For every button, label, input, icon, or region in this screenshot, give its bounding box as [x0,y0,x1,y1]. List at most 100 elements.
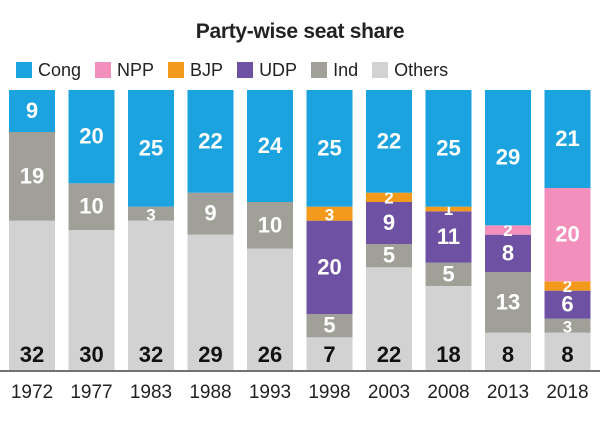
bar-segment-ind-1998 [306,314,353,338]
x-tick-label-2013: 2013 [487,382,529,403]
x-tick-label-1972: 1972 [11,382,53,403]
bar-segment-ind-2018 [544,318,591,333]
bar-segment-cong-1972 [9,90,55,132]
bar-segment-cong-1993 [247,90,293,202]
data-label-cong-1988: 22 [198,128,222,153]
data-label-others-1972: 32 [20,342,44,367]
data-label-cong-2008: 25 [436,135,460,160]
bar-segment-ind-2013 [485,272,531,333]
data-label-bjp-2008: 1 [444,200,453,219]
legend-label-npp: NPP [117,59,155,80]
data-label-ind-1972: 19 [20,163,44,188]
bar-segment-others-2018 [544,332,591,370]
data-label-others-2018: 8 [561,342,573,367]
data-label-ind-1998: 5 [323,313,335,338]
data-label-ind-1988: 9 [204,201,216,226]
legend-item-npp: NPP [95,60,154,81]
data-label-ind-1977: 10 [79,194,103,219]
bar-segment-others-2008 [425,286,472,370]
bar-segment-ind-1988 [187,192,234,235]
legend-swatch-ind [311,62,328,78]
data-label-others-2003: 22 [377,342,401,367]
data-label-others-1993: 26 [258,342,282,367]
bar-segment-cong-1977 [68,90,115,184]
data-label-ind-2018: 3 [563,318,572,337]
bar-segment-udp-2013 [485,234,531,272]
legend-item-cong: Cong [16,60,81,81]
data-label-cong-1972: 9 [26,98,38,123]
data-label-udp-2008: 11 [437,224,460,249]
bar-segment-cong-2013 [485,90,531,226]
data-label-npp-2018: 20 [555,222,579,247]
data-label-udp-1998: 20 [317,254,341,279]
x-tick-label-1993: 1993 [249,382,291,403]
data-label-cong-1993: 24 [258,133,283,158]
data-label-others-1988: 29 [198,342,222,367]
data-label-cong-2013: 29 [496,145,520,170]
data-label-others-1998: 7 [323,342,335,367]
legend-swatch-bjp [168,62,185,78]
data-label-ind-1993: 10 [258,212,282,237]
bar-segment-bjp-2003 [366,192,412,202]
bar-segment-others-2013 [485,332,531,370]
legend-label-bjp: BJP [190,59,224,80]
bar-segment-ind-1977 [68,183,115,230]
data-label-bjp-1998: 3 [325,206,334,225]
bar-segment-others-1988 [187,234,234,370]
legend-label-cong: Cong [38,59,82,80]
bar-segment-ind-1972 [9,132,55,221]
data-label-ind-2003: 5 [383,243,395,268]
x-tick-label-1988: 1988 [189,382,231,403]
data-label-ind-2008: 5 [442,261,454,286]
data-label-cong-1977: 20 [79,124,103,149]
x-tick-label-1983: 1983 [130,382,172,403]
x-tick-label-2018: 2018 [546,382,588,403]
bar-segment-ind-1983 [128,206,174,221]
bar-segment-cong-2003 [366,90,412,193]
x-tick-label-2008: 2008 [427,382,469,403]
data-label-cong-1998: 25 [317,135,341,160]
legend-label-udp: UDP [259,59,298,80]
bar-segment-bjp-2018 [544,281,591,291]
data-label-others-1983: 32 [139,342,163,367]
legend-swatch-udp [237,62,254,78]
legend-item-ind: Ind [311,60,358,81]
chart-legend: Cong NPP BJP UDP Ind Others [16,58,462,82]
bar-segment-ind-1993 [247,202,293,249]
legend-item-udp: UDP [237,60,297,81]
bar-segment-others-1993 [247,248,293,370]
data-label-udp-2003: 9 [383,210,395,235]
bar-segment-ind-2003 [366,244,412,268]
bar-segment-cong-1983 [128,90,174,207]
bar-segment-others-1998 [306,337,353,370]
bar-segment-udp-2008 [425,211,472,263]
data-label-ind-1983: 3 [146,206,155,225]
chart-title: Party-wise seat share [195,20,405,43]
data-label-others-2013: 8 [502,342,514,367]
legend-item-bjp: BJP [168,60,223,81]
bar-segment-ind-2008 [425,262,472,286]
data-label-bjp-2003: 2 [384,188,393,207]
bar-segment-udp-2003 [366,202,412,244]
bar-segment-npp-2013 [485,225,531,235]
data-label-cong-1983: 25 [139,135,163,160]
bar-segment-cong-2018 [544,90,591,188]
data-label-cong-2018: 21 [555,126,579,151]
bar-segment-cong-1988 [187,90,234,193]
data-label-ind-2013: 13 [496,289,520,314]
bar-segment-udp-1998 [306,220,353,314]
data-label-npp-2013: 2 [503,221,512,240]
bar-segment-cong-2008 [425,90,472,207]
data-label-others-1977: 30 [79,342,103,367]
bar-segment-bjp-1998 [306,206,353,221]
legend-item-others: Others [372,60,448,81]
bar-segment-cong-1998 [306,90,353,207]
legend-label-others: Others [394,59,449,80]
data-label-cong-2003: 22 [377,128,401,153]
bar-segment-npp-2018 [544,188,591,282]
x-tick-label-1998: 1998 [308,382,350,403]
bar-segment-others-1977 [68,230,115,370]
x-tick-label-1977: 1977 [70,382,112,403]
data-label-udp-2013: 8 [502,240,514,265]
data-label-others-2008: 18 [436,342,460,367]
